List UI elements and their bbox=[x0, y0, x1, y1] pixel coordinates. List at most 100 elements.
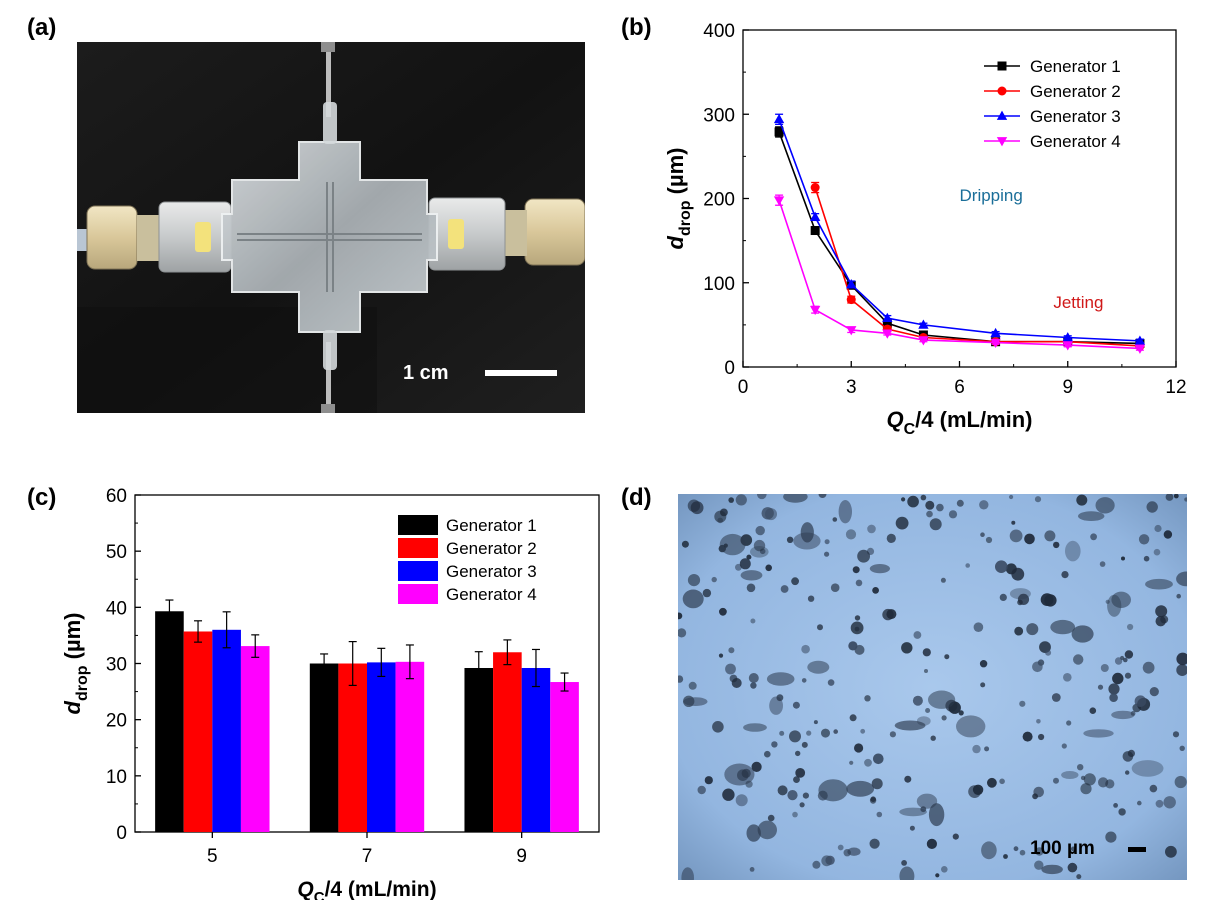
data-point bbox=[773, 113, 785, 124]
data-point bbox=[1062, 332, 1073, 342]
bar-3 bbox=[367, 662, 396, 832]
annotation: Dripping bbox=[960, 186, 1023, 205]
data-point bbox=[1134, 344, 1146, 354]
x-axis-title: QC/4 (mL/min) bbox=[297, 878, 436, 900]
y-tick-label: 50 bbox=[106, 542, 127, 563]
legend-label: Generator 3 bbox=[1030, 107, 1121, 126]
y-tick-label: 0 bbox=[116, 823, 127, 844]
right-nut bbox=[524, 198, 585, 266]
legend-marker bbox=[997, 86, 1007, 96]
droplet-micrograph: 100 µm bbox=[678, 494, 1187, 880]
data-point bbox=[990, 338, 1001, 348]
y-tick-label: 300 bbox=[703, 105, 735, 126]
legend-marker bbox=[996, 137, 1008, 147]
legend-label: Generator 4 bbox=[1030, 132, 1121, 151]
series-line bbox=[778, 199, 1140, 350]
panel-label-b: (b) bbox=[621, 14, 652, 41]
data-point bbox=[918, 319, 929, 329]
legend-label: Generator 2 bbox=[446, 539, 537, 558]
data-point bbox=[846, 326, 857, 336]
scale-bar-label-a: 1 cm bbox=[403, 362, 449, 384]
data-point bbox=[882, 318, 892, 328]
legend-label: Generator 3 bbox=[446, 562, 537, 581]
y-tick-label: 200 bbox=[703, 190, 735, 211]
legend-swatch bbox=[398, 538, 438, 558]
y-axis-title: ddrop (µm) bbox=[663, 147, 694, 249]
legend-swatch bbox=[398, 561, 438, 581]
legend-swatch bbox=[398, 584, 438, 604]
bar-3 bbox=[521, 667, 551, 832]
bar-4 bbox=[550, 682, 579, 832]
bar-2 bbox=[183, 631, 213, 832]
data-point bbox=[882, 312, 893, 322]
legend-marker bbox=[997, 61, 1007, 71]
data-point bbox=[846, 295, 856, 305]
y-tick-label: 20 bbox=[106, 711, 127, 732]
data-point bbox=[773, 196, 785, 206]
y-axis-title: ddrop (µm) bbox=[60, 612, 91, 714]
bar-4 bbox=[240, 646, 270, 832]
legend-swatch bbox=[398, 515, 438, 535]
device-photo: 1 cm bbox=[77, 42, 585, 413]
annotation: Jetting bbox=[1053, 293, 1103, 312]
bar-4 bbox=[395, 661, 425, 832]
legend-label: Generator 4 bbox=[446, 585, 537, 604]
data-point bbox=[810, 183, 820, 193]
bar-1 bbox=[155, 611, 184, 832]
y-tick-label: 100 bbox=[703, 274, 735, 295]
line-chart: 0 3 6 9 12 0 100 200 300 400 QC/4 (mL/min) ddrop (µ… bbox=[663, 21, 1187, 438]
x-tick-label: 9 bbox=[516, 846, 527, 867]
series-4 bbox=[773, 194, 1146, 354]
legend-label: Generator 1 bbox=[1030, 57, 1121, 76]
right-fitting bbox=[428, 197, 506, 271]
bar-3 bbox=[212, 629, 241, 832]
droplet-field bbox=[678, 494, 1187, 880]
panel-label-d: (d) bbox=[621, 484, 652, 511]
y-tick-label: 10 bbox=[106, 767, 127, 788]
left-nut bbox=[86, 205, 138, 270]
y-tick-label: 40 bbox=[106, 598, 127, 619]
data-point bbox=[990, 327, 1001, 338]
bar-1 bbox=[309, 663, 339, 832]
series-line bbox=[778, 119, 1140, 342]
legend-label: Generator 1 bbox=[446, 516, 537, 535]
data-point bbox=[774, 127, 784, 137]
series-1 bbox=[774, 126, 1145, 348]
legend-marker bbox=[996, 110, 1008, 120]
x-tick-label: 0 bbox=[738, 377, 749, 398]
scale-bar-a bbox=[485, 370, 557, 376]
data-point bbox=[809, 305, 821, 316]
series-3 bbox=[773, 113, 1146, 345]
bottom-needle bbox=[326, 342, 331, 413]
data-point bbox=[882, 329, 893, 339]
data-point bbox=[1134, 335, 1146, 345]
x-axis-title: QC/4 (mL/min) bbox=[886, 407, 1032, 438]
x-tick-label: 3 bbox=[846, 377, 857, 398]
bar-2 bbox=[338, 663, 367, 832]
x-tick-label: 7 bbox=[362, 846, 373, 867]
series-line bbox=[814, 187, 1140, 347]
panel-label-a: (a) bbox=[27, 14, 57, 41]
y-tick-label: 30 bbox=[106, 655, 127, 676]
series-2 bbox=[810, 181, 1145, 351]
x-tick-label: 9 bbox=[1062, 377, 1073, 398]
microfluidic-chip bbox=[221, 141, 438, 333]
bar-2 bbox=[493, 652, 522, 832]
panel-label-c: (c) bbox=[27, 484, 57, 511]
y-tick-label: 60 bbox=[106, 486, 127, 507]
data-point bbox=[809, 211, 821, 221]
scale-bar-d bbox=[1128, 847, 1146, 852]
data-point bbox=[846, 279, 857, 289]
bar-1 bbox=[464, 667, 494, 832]
scale-bar-label-d: 100 µm bbox=[1030, 838, 1095, 859]
legend-label: Generator 2 bbox=[1030, 82, 1121, 101]
x-tick-label: 5 bbox=[207, 846, 218, 867]
data-point bbox=[810, 226, 820, 236]
x-tick-label: 6 bbox=[954, 377, 965, 398]
y-tick-label: 400 bbox=[703, 21, 735, 42]
data-point bbox=[918, 336, 929, 346]
data-point bbox=[1062, 341, 1073, 351]
x-tick-label: 12 bbox=[1165, 377, 1186, 398]
y-tick-label: 0 bbox=[724, 358, 735, 379]
top-needle bbox=[326, 42, 331, 117]
